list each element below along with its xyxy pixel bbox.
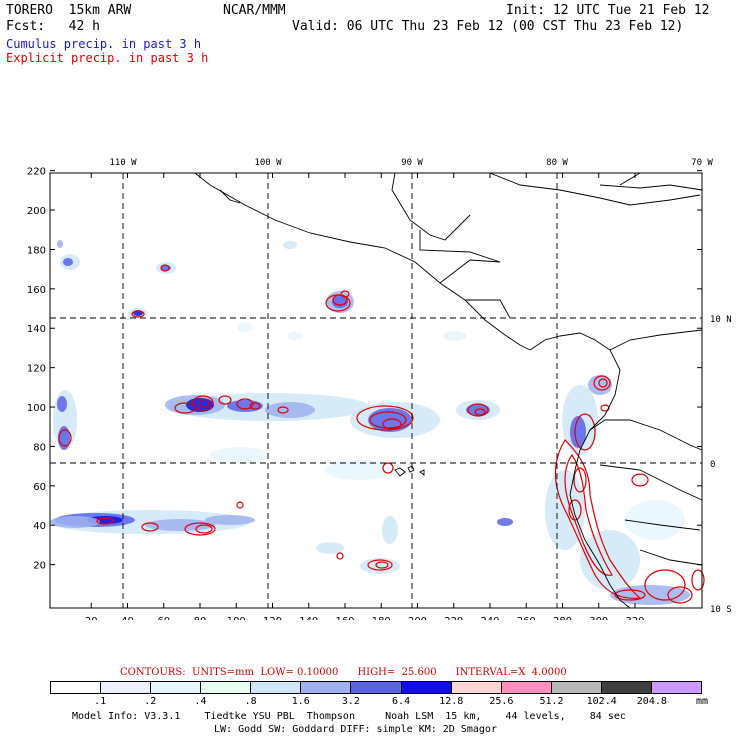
y-tick-label: 180 [27,245,46,256]
x-tick-label: 20 [85,616,98,620]
y-axis-ticks: 20 40 60 80 100 120 140 160 180 200 220 [27,167,702,572]
colorbar-label: .8 [244,696,257,707]
x-tick-label: 120 [263,616,282,620]
colorbar-label: .1 [94,696,107,707]
x-tick-label: 300 [589,616,608,620]
colorbar-swatch [601,682,652,693]
model-info-line1: Model Info: V3.3.1 Tiedtke YSU PBL Thomp… [72,711,626,722]
x-tick-label: 200 [408,616,427,620]
colorbar-swatch [451,682,502,693]
x-tick-label: 280 [553,616,572,620]
y-tick-label: 100 [27,403,46,414]
map-frame [49,172,703,609]
x-tick-label: 260 [517,616,536,620]
y-tick-label: 60 [33,482,46,493]
latitude-labels: 10 N 0 10 S [710,315,732,615]
colorbar-label: 204.8 [636,696,667,707]
colorbar-swatch [151,682,202,693]
x-tick-label: 180 [372,616,391,620]
y-tick-label: 120 [27,364,46,375]
longitude-label: 90 W [401,158,423,168]
colorbar-swatch [251,682,302,693]
y-tick-label: 220 [27,167,46,178]
colorbar-swatch [301,682,352,693]
colorbar-swatch [551,682,602,693]
x-tick-label: 160 [335,616,354,620]
y-tick-label: 160 [27,285,46,296]
latitude-label: 10 S [710,605,732,615]
colorbar-swatch [401,682,452,693]
x-tick-label: 220 [444,616,463,620]
x-tick-label: 320 [625,616,644,620]
x-tick-label: 140 [299,616,318,620]
forecast-hour: Fcst: 42 h [6,19,100,34]
valid-time: Valid: 06 UTC Thu 23 Feb 12 (00 CST Thu … [292,19,684,34]
latitude-label: 10 N [710,315,732,325]
contour-info: CONTOURS: UNITS=mm LOW= 0.10000 HIGH= 25… [120,667,567,678]
colorbar-label: .2 [144,696,157,707]
colorbar [50,681,702,694]
explicit-precip-layer [58,264,705,604]
y-tick-label: 80 [33,442,46,453]
colorbar-label: 25.6 [489,696,514,707]
colorbar-swatch [651,682,702,693]
y-tick-label: 200 [27,206,46,217]
y-tick-label: 140 [27,324,46,335]
colorbar-swatch [351,682,402,693]
init-time: Init: 12 UTC Tue 21 Feb 12 [506,3,710,18]
longitude-labels: 110 W 100 W 90 W 80 W 70 W [109,158,713,168]
colorbar-label: 6.4 [392,696,411,707]
longitude-label: 80 W [546,158,568,168]
colorbar-swatch [101,682,152,693]
model-title: TORERO 15km ARW [6,3,132,18]
cumulus-field-label: Cumulus precip. in past 3 h [6,37,202,51]
x-tick-label: 80 [194,616,207,620]
colorbar-label: 51.2 [539,696,564,707]
model-info-line2: LW: Godd SW: Goddard DIFF: simple KM: 2D… [214,724,497,735]
x-tick-label: 100 [227,616,246,620]
colorbar-swatch [501,682,552,693]
colorbar-label: 12.8 [439,696,464,707]
colorbar-label: 1.6 [291,696,310,707]
colorbar-label: 3.2 [341,696,360,707]
colorbar-unit: mm [696,696,709,707]
y-tick-label: 40 [33,521,46,532]
longitude-label: 110 W [109,158,137,168]
cumulus-precip-layer [50,240,690,605]
colorbar-swatch [51,682,102,693]
colorbar-label: .4 [194,696,207,707]
graticule-layer [50,173,702,608]
colorbar-label: 102.4 [586,696,617,707]
coastline-layer [194,172,703,609]
longitude-label: 100 W [254,158,282,168]
explicit-field-label: Explicit precip. in past 3 h [6,51,209,65]
precipitation-map: 2040608010012014016018020022024026028030… [27,158,732,620]
x-axis-ticks: 20 40 60 80 100 120 140 160 180 200 220 240 260 280 30… [85,173,645,620]
x-tick-label: 60 [157,616,170,620]
organization-label: NCAR/MMM [223,3,286,18]
latitude-label: 0 [710,460,715,470]
longitude-label: 70 W [691,158,713,168]
y-tick-label: 20 [33,561,46,572]
x-tick-label: 40 [121,616,134,620]
colorbar-swatch [201,682,252,693]
x-tick-label: 240 [480,616,499,620]
